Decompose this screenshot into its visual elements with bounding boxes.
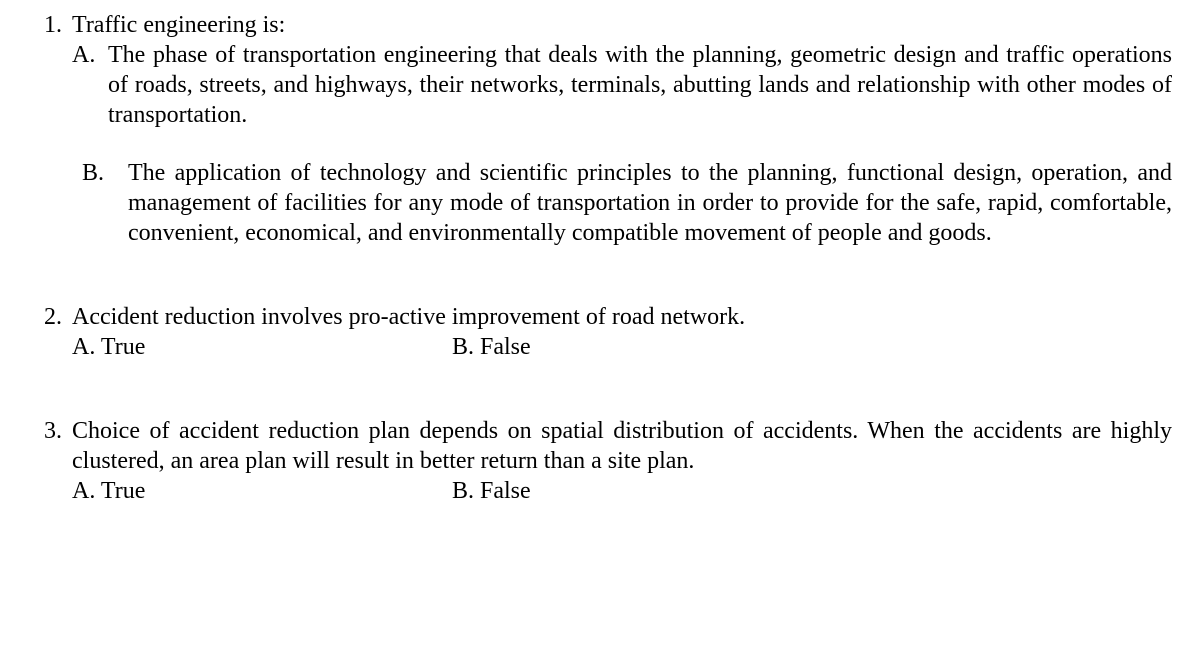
option-text: The application of technology and scient… bbox=[128, 158, 1172, 248]
question-stem: Choice of accident reduction plan depend… bbox=[72, 416, 1172, 476]
question-body: Traffic engineering is: A. The phase of … bbox=[72, 10, 1172, 248]
option-a-true: A. True bbox=[72, 332, 452, 362]
question-number: 1. bbox=[18, 10, 72, 248]
option-letter: A. bbox=[72, 40, 108, 130]
option-b: B. The application of technology and sci… bbox=[72, 158, 1172, 248]
spacer bbox=[18, 398, 1172, 416]
option-text: The phase of transportation engineering … bbox=[108, 40, 1172, 130]
option-letter: B. bbox=[72, 158, 128, 248]
question-body: Accident reduction involves pro-active i… bbox=[72, 302, 1172, 362]
true-false-row: A. True B. False bbox=[72, 476, 1172, 506]
spacer bbox=[18, 284, 1172, 302]
true-false-row: A. True B. False bbox=[72, 332, 1172, 362]
question-stem: Accident reduction involves pro-active i… bbox=[72, 302, 1172, 332]
question-3: 3. Choice of accident reduction plan dep… bbox=[18, 416, 1172, 506]
question-number: 2. bbox=[18, 302, 72, 362]
question-body: Choice of accident reduction plan depend… bbox=[72, 416, 1172, 506]
document-page: 1. Traffic engineering is: A. The phase … bbox=[0, 0, 1200, 552]
option-a: A. The phase of transportation engineeri… bbox=[72, 40, 1172, 130]
question-1: 1. Traffic engineering is: A. The phase … bbox=[18, 10, 1172, 248]
option-b-false: B. False bbox=[452, 476, 531, 506]
option-a-true: A. True bbox=[72, 476, 452, 506]
question-number: 3. bbox=[18, 416, 72, 506]
question-2: 2. Accident reduction involves pro-activ… bbox=[18, 302, 1172, 362]
spacer bbox=[72, 130, 1172, 158]
option-b-false: B. False bbox=[452, 332, 531, 362]
question-stem: Traffic engineering is: bbox=[72, 10, 1172, 40]
